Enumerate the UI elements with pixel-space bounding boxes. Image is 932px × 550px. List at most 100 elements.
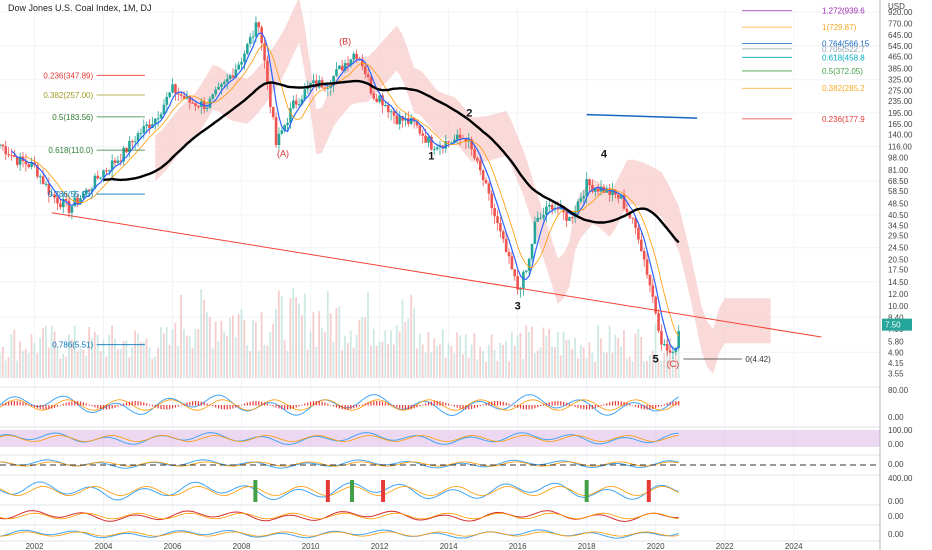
price-tick-label: 4.90 <box>888 348 904 357</box>
candle-body <box>654 296 657 314</box>
macd-hist-bar <box>335 405 338 408</box>
macd-hist-bar <box>404 405 407 410</box>
candle-body <box>524 270 528 272</box>
volume-bar <box>211 347 214 378</box>
volume-bars <box>0 288 680 378</box>
macd-hist-bar <box>657 405 660 408</box>
volume-bar <box>571 348 574 378</box>
volume-bar <box>582 347 585 378</box>
candle-body <box>205 107 209 110</box>
macd-hist-bar <box>390 404 392 406</box>
macd-hist-bar <box>309 401 312 406</box>
fib-label: 0.618(458.8 <box>822 53 865 62</box>
volume-bar <box>346 343 349 378</box>
macd-hist-bar <box>186 402 188 406</box>
macd-hist-bar <box>289 405 292 410</box>
volume-bar <box>467 357 470 378</box>
macd-hist-bar <box>79 401 82 406</box>
candle-body <box>53 194 56 198</box>
candle-body <box>421 133 425 136</box>
volume-bar <box>88 327 90 378</box>
macd-hist-bar <box>422 404 424 406</box>
volume-bar <box>237 314 240 378</box>
volume-bar <box>277 290 280 378</box>
volume-bar <box>554 347 556 378</box>
indicator-tick-label: 0.00 <box>888 413 904 422</box>
volume-bar <box>390 330 392 378</box>
volume-bar <box>315 347 318 378</box>
indicator-tick-label: 0.00 <box>888 460 904 469</box>
volume-bar <box>608 325 611 378</box>
macd-hist-bar <box>261 401 263 406</box>
volume-bar <box>605 352 608 378</box>
volume-bar <box>229 318 231 378</box>
candle-body <box>64 198 68 201</box>
macd-hist-bar <box>430 401 432 406</box>
volume-bar <box>424 352 427 378</box>
year-tick-label: 2008 <box>233 542 251 550</box>
macd-hist-bar <box>194 401 197 406</box>
macd-hist-bar <box>545 403 548 406</box>
volume-bar <box>309 331 312 378</box>
candle-body <box>191 102 194 104</box>
price-tick-label: 48.50 <box>888 199 909 208</box>
price-tick-label: 465.00 <box>888 52 913 61</box>
candle-body <box>527 258 531 271</box>
candle-body <box>79 198 82 204</box>
macd-hist-bar <box>105 405 108 410</box>
macd-hist-bar <box>171 405 174 409</box>
candle-body <box>450 142 453 144</box>
candle-body <box>251 36 255 38</box>
volume-bar <box>318 311 321 378</box>
volume-bar <box>433 338 436 378</box>
volume-bar <box>637 328 640 378</box>
macd-hist-bar <box>462 405 464 410</box>
volume-bar <box>341 350 344 378</box>
candle-body <box>533 221 537 244</box>
macd-hist-bar <box>669 402 671 406</box>
candle-body <box>478 160 482 171</box>
volume-bar <box>79 348 82 378</box>
wave-label: 2 <box>466 107 472 119</box>
macd-hist-bar <box>672 401 674 406</box>
macd-hist-bar <box>402 405 404 410</box>
volume-bar <box>591 352 594 378</box>
volume-bar <box>585 358 588 378</box>
macd-hist-bar <box>586 405 588 410</box>
candle-body <box>248 37 252 44</box>
macd-hist-bar <box>568 403 571 406</box>
macd-hist-bar <box>215 405 217 408</box>
signal-bar <box>325 480 330 502</box>
macd-hist-bar <box>675 401 677 406</box>
candle-body <box>660 330 663 345</box>
price-tick-label: 325.00 <box>888 76 913 85</box>
candle-body <box>338 65 341 70</box>
volume-bar <box>459 335 461 378</box>
candle-body <box>67 200 71 213</box>
candle-body <box>642 251 646 260</box>
candle-body <box>547 204 551 207</box>
candle-body <box>476 158 479 161</box>
volume-bar <box>646 361 648 378</box>
macd-hist-bar <box>588 405 591 410</box>
macd-hist-bar <box>203 402 205 406</box>
volume-bar <box>378 341 381 378</box>
macd-hist-bar <box>347 405 349 410</box>
candle-body <box>470 139 473 150</box>
macd-hist-bar <box>200 401 202 406</box>
candle-body <box>332 75 335 86</box>
macd-hist-bar <box>59 404 61 406</box>
volume-bar <box>574 337 576 378</box>
macd-hist-bar <box>226 405 228 410</box>
macd-hist-bar <box>376 401 378 406</box>
indicator-panes: 80.00 0.00 100.00 0.00 0.00 400.00 0.00 0.00 0.0… <box>0 386 913 539</box>
candle-body <box>435 147 439 150</box>
macd-hist-bar <box>97 405 99 409</box>
macd-hist-bar <box>652 405 654 409</box>
candle-body <box>372 93 376 99</box>
volume-bar <box>226 335 228 378</box>
volume-bar <box>551 346 553 378</box>
macd-hist-bar <box>419 405 421 407</box>
candle-body <box>622 195 626 209</box>
